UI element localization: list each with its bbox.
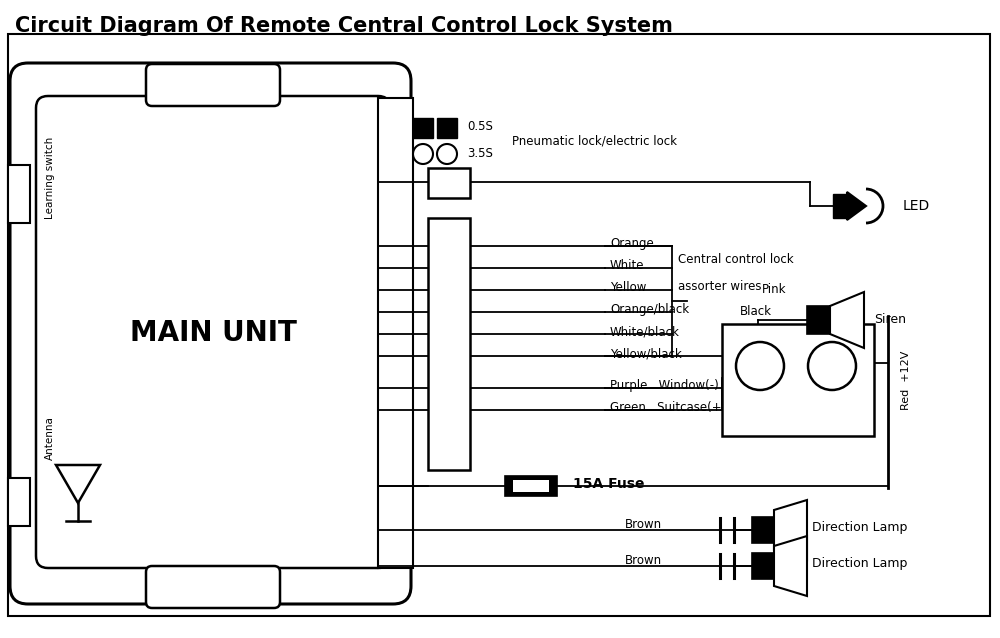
Bar	[8, 478, 30, 526]
Text: Orange: Orange	[610, 237, 654, 251]
Circle shape	[808, 342, 856, 390]
FancyBboxPatch shape	[146, 566, 280, 608]
Bar	[833, 194, 847, 218]
FancyBboxPatch shape	[146, 64, 280, 106]
Circle shape	[413, 144, 433, 164]
Polygon shape	[56, 465, 100, 503]
Text: Learning switch: Learning switch	[45, 137, 55, 219]
Text: Purple   Window(-): Purple Window(-)	[610, 380, 719, 392]
FancyBboxPatch shape	[8, 34, 990, 616]
Text: +: +	[824, 357, 840, 376]
Circle shape	[736, 342, 784, 390]
Circle shape	[437, 144, 457, 164]
Text: Pneumatic lock/electric lock: Pneumatic lock/electric lock	[512, 135, 677, 147]
Bar	[752, 517, 774, 543]
Text: assorter wires: assorter wires	[678, 280, 762, 293]
Text: Pink: Pink	[762, 283, 786, 297]
Polygon shape	[830, 292, 864, 348]
Bar	[722, 324, 874, 436]
Text: Direction Lamp: Direction Lamp	[812, 521, 907, 535]
Text: 15A Fuse: 15A Fuse	[573, 477, 644, 491]
Text: White/black: White/black	[610, 325, 680, 339]
Text: Orange/black: Orange/black	[610, 304, 689, 316]
Text: 13PIN: 13PIN	[430, 329, 440, 359]
Text: Black: Black	[740, 305, 772, 318]
Text: Direction Lamp: Direction Lamp	[812, 558, 907, 570]
Text: Brown: Brown	[625, 554, 662, 567]
Text: Red  +12V: Red +12V	[901, 350, 911, 410]
Polygon shape	[774, 536, 807, 596]
Polygon shape	[847, 192, 866, 220]
Bar	[505, 476, 557, 496]
Text: MAIN UNIT: MAIN UNIT	[130, 319, 296, 347]
Text: Brown: Brown	[625, 517, 662, 531]
FancyBboxPatch shape	[10, 63, 411, 604]
Text: 0.5S: 0.5S	[467, 119, 493, 133]
Polygon shape	[807, 306, 830, 334]
Text: Yellow: Yellow	[610, 281, 646, 295]
Bar	[437, 118, 457, 138]
Bar	[428, 218, 470, 470]
Text: −: −	[752, 357, 768, 376]
Bar	[428, 168, 470, 198]
Text: White: White	[610, 260, 644, 272]
Text: 2PIN: 2PIN	[430, 178, 453, 187]
Bar	[8, 165, 30, 223]
Polygon shape	[774, 500, 807, 560]
Bar	[752, 553, 774, 579]
Bar	[378, 98, 413, 568]
Text: 12V: 12V	[786, 392, 810, 404]
Bar	[413, 118, 433, 138]
Text: Yellow/black: Yellow/black	[610, 348, 682, 360]
Text: Antenna: Antenna	[45, 416, 55, 460]
FancyBboxPatch shape	[36, 96, 390, 568]
Text: Central control lock: Central control lock	[678, 253, 794, 266]
Text: Green   Suitcase(+): Green Suitcase(+)	[610, 401, 726, 415]
Text: Siren: Siren	[874, 313, 906, 327]
Text: 3.5S: 3.5S	[467, 147, 493, 161]
Text: LED: LED	[903, 199, 930, 213]
Bar	[513, 480, 549, 492]
Text: Storage battery: Storage battery	[757, 413, 839, 423]
Text: Circuit Diagram Of Remote Central Control Lock System: Circuit Diagram Of Remote Central Contro…	[15, 16, 673, 36]
